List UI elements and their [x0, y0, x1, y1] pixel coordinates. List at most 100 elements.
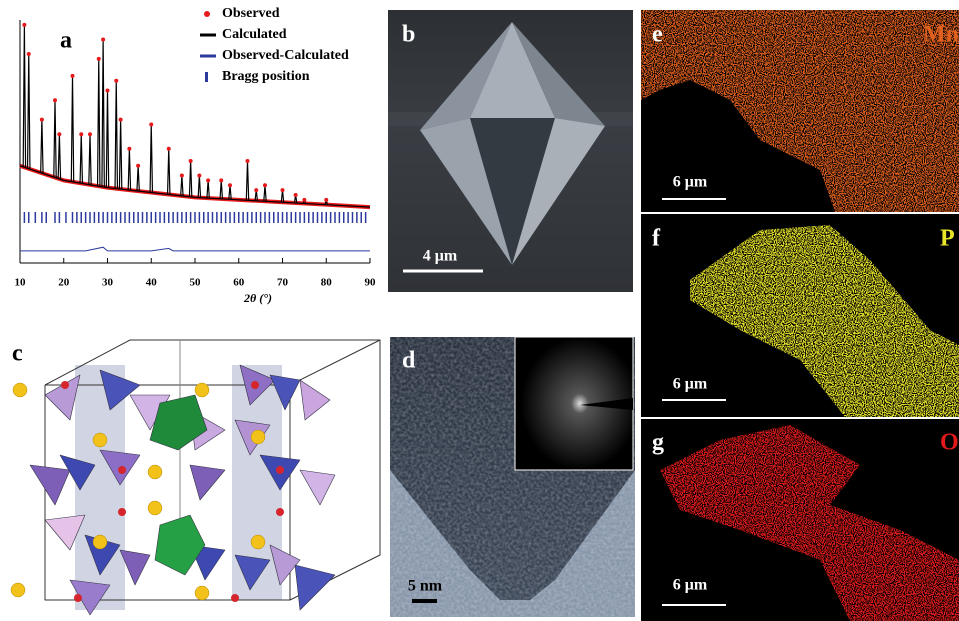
- cell-edge: [290, 340, 380, 600]
- observed-point: [57, 132, 61, 136]
- background-line: [20, 166, 370, 207]
- legend-label: Observed: [222, 6, 280, 21]
- atom: [118, 466, 126, 474]
- legend-label: Calculated: [222, 27, 287, 42]
- x-tick-label: 90: [365, 277, 377, 289]
- atom: [251, 381, 259, 389]
- observed-point: [254, 188, 258, 192]
- panel-label: b: [402, 22, 415, 48]
- scale-bar-label: 6 μm: [673, 174, 708, 191]
- atom: [231, 594, 239, 602]
- tetrahedron: [295, 565, 335, 610]
- observed-point: [149, 122, 153, 126]
- structure-panel: c: [11, 340, 380, 615]
- observed-point: [119, 118, 123, 122]
- calculated-peak: [246, 161, 248, 200]
- difference-line: [20, 247, 370, 251]
- atom: [251, 430, 265, 444]
- panel-label: g: [652, 430, 664, 456]
- observed-point: [27, 52, 31, 56]
- calculated-peak: [264, 185, 266, 201]
- calculated-peak: [198, 176, 200, 198]
- x-tick-label: 50: [190, 277, 202, 289]
- background-line: [20, 166, 370, 207]
- observed-point: [101, 37, 105, 41]
- legend-label: Observed-Calculated: [222, 48, 349, 63]
- element-label: O: [940, 430, 959, 456]
- octahedron: [155, 515, 205, 575]
- observed-point: [71, 74, 75, 78]
- observed-point: [281, 188, 285, 192]
- observed-point: [167, 147, 171, 151]
- panel-label: c: [12, 341, 23, 367]
- observed-point: [302, 198, 306, 202]
- atom: [148, 501, 162, 515]
- x-tick-label: 80: [321, 277, 333, 289]
- calculated-peak: [229, 185, 231, 199]
- calculated-peak: [189, 161, 191, 197]
- observed-point: [97, 57, 101, 61]
- atom: [74, 594, 82, 602]
- atom: [276, 508, 284, 516]
- calculated-peak: [137, 166, 139, 191]
- scale-bar-label: 6 μm: [673, 577, 708, 594]
- scale-bar-label: 5 nm: [408, 578, 443, 595]
- calculated-peak: [220, 180, 222, 198]
- x-tick-label: 20: [58, 277, 70, 289]
- tetrahedron: [300, 470, 335, 505]
- atom: [195, 586, 209, 600]
- calculated-peak: [41, 120, 43, 173]
- observed-point: [40, 118, 44, 122]
- scale-bar-label: 4 μm: [423, 248, 458, 265]
- atom: [148, 465, 162, 479]
- observed-point: [324, 198, 328, 202]
- calculated-peak: [23, 25, 25, 167]
- observed-point: [53, 98, 57, 102]
- atom: [251, 535, 265, 549]
- calculated-peak: [181, 176, 183, 196]
- panel-label: f: [652, 226, 661, 252]
- element-label: Mn: [923, 22, 959, 48]
- calculated-peak: [115, 81, 117, 189]
- tetrahedron: [190, 465, 225, 500]
- calculated-peak: [28, 54, 30, 169]
- observed-point: [114, 79, 118, 83]
- observed-point: [106, 88, 110, 92]
- tem-panel: d 5 nm: [390, 337, 635, 617]
- calculated-peak: [119, 120, 121, 189]
- atom: [11, 583, 25, 597]
- figure: a 2θ (°) 102030405060708090ObservedCalcu…: [0, 0, 959, 621]
- page: a 2θ (°) 102030405060708090ObservedCalcu…: [0, 0, 959, 621]
- calculated-peak: [58, 134, 60, 179]
- observed-point: [263, 183, 267, 187]
- observed-point: [22, 23, 26, 27]
- atom: [13, 383, 27, 397]
- calculated-peak: [128, 149, 130, 190]
- observed-point: [197, 174, 201, 178]
- calculated-peak: [98, 59, 100, 186]
- legend-marker: [204, 11, 210, 17]
- observed-point: [180, 174, 184, 178]
- x-tick-label: 10: [15, 277, 27, 289]
- calculated-peak: [168, 149, 170, 195]
- tetrahedron: [300, 380, 330, 420]
- panel-label: a: [60, 28, 72, 54]
- observed-point: [136, 164, 140, 168]
- calculated-peak: [102, 39, 104, 187]
- observed-point: [127, 147, 131, 151]
- calculated-peak: [54, 100, 56, 177]
- x-tick-label: 40: [146, 277, 158, 289]
- scale-bar-label: 6 μm: [673, 376, 708, 393]
- eds-panel: e Mn 6 μm f P 6 μm g O 6 μm: [641, 10, 959, 621]
- observed-point: [219, 178, 223, 182]
- observed-point: [246, 159, 250, 163]
- atom: [118, 508, 126, 516]
- atom: [93, 433, 107, 447]
- observed-point: [228, 183, 232, 187]
- observed-point: [88, 132, 92, 136]
- atom: [195, 383, 209, 397]
- panel-label: d: [402, 348, 416, 374]
- calculated-peak: [80, 134, 82, 183]
- observed-point: [206, 178, 210, 182]
- calculated-peak: [207, 180, 209, 198]
